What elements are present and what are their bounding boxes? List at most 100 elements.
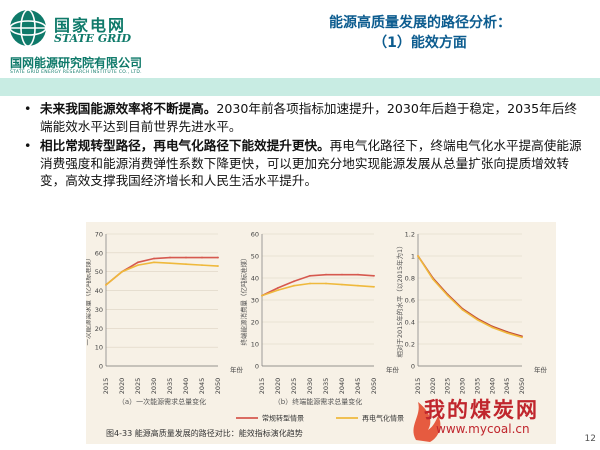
y-tick-label: 0.2 bbox=[405, 341, 415, 349]
x-tick-label: 2040 bbox=[488, 378, 496, 395]
y-tick-label: 70 bbox=[95, 231, 103, 239]
x-tick-label: 2050 bbox=[518, 378, 526, 395]
data-point bbox=[217, 256, 219, 259]
x-axis-label: 年份 bbox=[534, 365, 548, 374]
data-point bbox=[373, 285, 375, 288]
bullet-text: 2030年前各项指标加速提升，2030年后趋于稳定，2035年后终端能效水平达到… bbox=[40, 101, 577, 134]
data-point bbox=[417, 255, 419, 257]
watermark-flame-icon bbox=[413, 402, 441, 442]
y-tick-label: 0.6 bbox=[405, 297, 415, 305]
page-number: 12 bbox=[584, 434, 596, 444]
institute-english-name: STATE GRID ENERGY RESEARCH INSTITUTE CO.… bbox=[10, 70, 142, 75]
y-axis-label: 终端能源消费量（亿吨标准煤） bbox=[239, 255, 248, 346]
state-grid-globe-icon bbox=[9, 9, 47, 47]
y-axis-label: 一次能源需求量（亿吨标准煤） bbox=[86, 255, 92, 346]
bullet-list: • 未来我国能源效率将不断提高。2030年前各项指标加速提升，2030年后趋于稳… bbox=[22, 100, 582, 192]
y-tick-label: 10 bbox=[95, 344, 103, 352]
data-point bbox=[521, 336, 523, 339]
bullet-text: 再电气化路径下，终端电气化水平提高使能源消费强度和能源消费弹性系数下降更快，可以… bbox=[40, 138, 582, 188]
data-point bbox=[185, 263, 187, 266]
data-point bbox=[446, 294, 449, 297]
series-line bbox=[261, 273, 375, 297]
y-tick-label: 30 bbox=[251, 297, 259, 305]
x-tick-label: 2050 bbox=[214, 378, 222, 395]
x-tick-label: 2040 bbox=[182, 378, 190, 395]
x-tick-label: 2035 bbox=[166, 378, 174, 395]
data-point bbox=[341, 273, 343, 276]
figure-panel: 0 10 20 30 40 50 60 70 2015 2020 2025 2030 2035 2040 2… bbox=[83, 222, 556, 444]
x-axis-label: 年份 bbox=[230, 365, 244, 374]
y-axis-label: 相对于2015年的水平（以2015年为1） bbox=[395, 242, 404, 357]
x-tick-label: 2045 bbox=[354, 378, 362, 395]
x-tick-label: 2025 bbox=[290, 378, 298, 395]
y-tick-label: 20 bbox=[251, 319, 259, 327]
y-tick-label: 1.2 bbox=[405, 231, 415, 239]
data-point bbox=[341, 283, 343, 286]
figure-caption: 图4-33 能源高质量发展的路径对比：能效指标演化趋势 bbox=[106, 428, 303, 438]
x-tick-label: 2020 bbox=[429, 378, 437, 395]
data-point bbox=[137, 264, 139, 267]
data-point bbox=[169, 256, 171, 259]
data-point bbox=[201, 264, 203, 267]
slide-title: 能源高质量发展的路径分析： bbox=[329, 15, 511, 31]
data-point bbox=[357, 273, 359, 276]
y-tick-label: 50 bbox=[95, 268, 103, 276]
data-point bbox=[185, 256, 187, 259]
data-point bbox=[121, 270, 123, 273]
data-point bbox=[309, 274, 311, 277]
data-point bbox=[476, 318, 479, 321]
y-tick-label: 40 bbox=[251, 275, 259, 283]
x-tick-label: 2050 bbox=[370, 378, 378, 395]
bullet-marker: • bbox=[24, 138, 32, 153]
data-point bbox=[357, 284, 359, 287]
institute-name: 国网能源研究院有限公司 bbox=[10, 56, 143, 70]
x-tick-label: 2030 bbox=[150, 378, 158, 395]
x-tick-label: 2015 bbox=[414, 378, 422, 395]
subplot-caption: （a）一次能源需求总量变化 bbox=[118, 397, 206, 406]
x-tick-label: 2020 bbox=[274, 378, 282, 395]
slide-subtitle: （1）能效方面 bbox=[373, 35, 467, 51]
data-point bbox=[506, 332, 509, 334]
bullet-heading: 相比常规转型路径，再电气化路径下能效提升更快。 bbox=[40, 138, 330, 153]
legend-label-electrification: 再电气化情景 bbox=[362, 414, 404, 423]
x-tick-label: 2025 bbox=[134, 378, 142, 395]
y-tick-label: 0.8 bbox=[405, 275, 415, 283]
data-point bbox=[461, 309, 464, 311]
bullet-item: • 相比常规转型路径，再电气化路径下能效提升更快。再电气化路径下，终端电气化水平… bbox=[22, 137, 582, 190]
data-point bbox=[373, 274, 375, 277]
series-line bbox=[261, 282, 375, 297]
data-point bbox=[491, 326, 494, 329]
x-tick-label: 2035 bbox=[473, 378, 481, 395]
y-tick-label: 0 bbox=[99, 363, 103, 371]
y-tick-label: 60 bbox=[251, 231, 259, 239]
y-tick-label: 0 bbox=[411, 363, 415, 371]
data-point bbox=[201, 256, 203, 259]
data-point bbox=[137, 261, 139, 264]
data-point bbox=[325, 282, 327, 285]
x-tick-label: 2015 bbox=[258, 378, 266, 395]
watermark-title: 我的煤炭网 bbox=[424, 398, 539, 422]
data-point bbox=[169, 262, 171, 265]
x-tick-label: 2040 bbox=[338, 378, 346, 395]
bullet-marker: • bbox=[24, 101, 32, 116]
data-point bbox=[293, 284, 295, 287]
logo-chinese-name: 国家电网 bbox=[54, 16, 127, 35]
series-line bbox=[105, 261, 219, 286]
y-tick-label: 30 bbox=[95, 306, 103, 314]
x-tick-label: 2020 bbox=[118, 378, 126, 395]
logo-english-name: STATE GRID bbox=[54, 32, 132, 45]
y-tick-label: 40 bbox=[95, 287, 103, 295]
data-point bbox=[309, 282, 311, 285]
x-tick-label: 2030 bbox=[459, 378, 467, 395]
series-line bbox=[417, 255, 523, 338]
data-point bbox=[153, 257, 155, 260]
series-line bbox=[417, 255, 523, 339]
y-tick-label: 50 bbox=[251, 253, 259, 261]
watermark-url: www.mycoal.cn bbox=[436, 422, 530, 436]
data-point bbox=[431, 278, 434, 280]
state-grid-logo: 国家电网 STATE GRID 国网能源研究院有限公司 STATE GRID E… bbox=[8, 6, 208, 76]
bullet-item: • 未来我国能源效率将不断提高。2030年前各项指标加速提升，2030年后趋于稳… bbox=[22, 100, 582, 135]
y-tick-label: 20 bbox=[95, 325, 103, 333]
x-tick-label: 2025 bbox=[444, 378, 452, 395]
